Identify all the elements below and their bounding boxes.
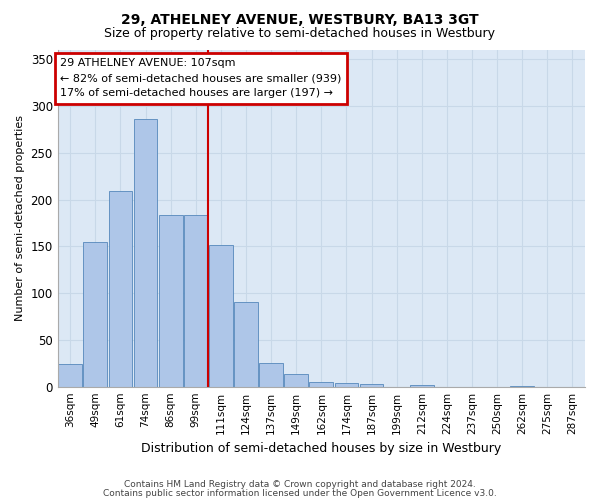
Bar <box>159 214 182 386</box>
Bar <box>410 385 434 386</box>
Bar <box>335 383 358 386</box>
Text: 29 ATHELNEY AVENUE: 107sqm
← 82% of semi-detached houses are smaller (939)
17% o: 29 ATHELNEY AVENUE: 107sqm ← 82% of semi… <box>61 58 341 98</box>
Text: Contains HM Land Registry data © Crown copyright and database right 2024.: Contains HM Land Registry data © Crown c… <box>124 480 476 489</box>
Bar <box>184 214 208 386</box>
Bar <box>310 382 333 386</box>
Bar <box>58 364 82 386</box>
Bar <box>209 244 233 386</box>
Text: Contains public sector information licensed under the Open Government Licence v3: Contains public sector information licen… <box>103 488 497 498</box>
Text: Size of property relative to semi-detached houses in Westbury: Size of property relative to semi-detach… <box>104 28 496 40</box>
X-axis label: Distribution of semi-detached houses by size in Westbury: Distribution of semi-detached houses by … <box>141 442 502 455</box>
Bar <box>134 119 157 386</box>
Bar <box>259 364 283 386</box>
Y-axis label: Number of semi-detached properties: Number of semi-detached properties <box>15 116 25 322</box>
Bar <box>83 242 107 386</box>
Text: 29, ATHELNEY AVENUE, WESTBURY, BA13 3GT: 29, ATHELNEY AVENUE, WESTBURY, BA13 3GT <box>121 12 479 26</box>
Bar <box>109 191 133 386</box>
Bar <box>284 374 308 386</box>
Bar <box>234 302 258 386</box>
Bar <box>359 384 383 386</box>
